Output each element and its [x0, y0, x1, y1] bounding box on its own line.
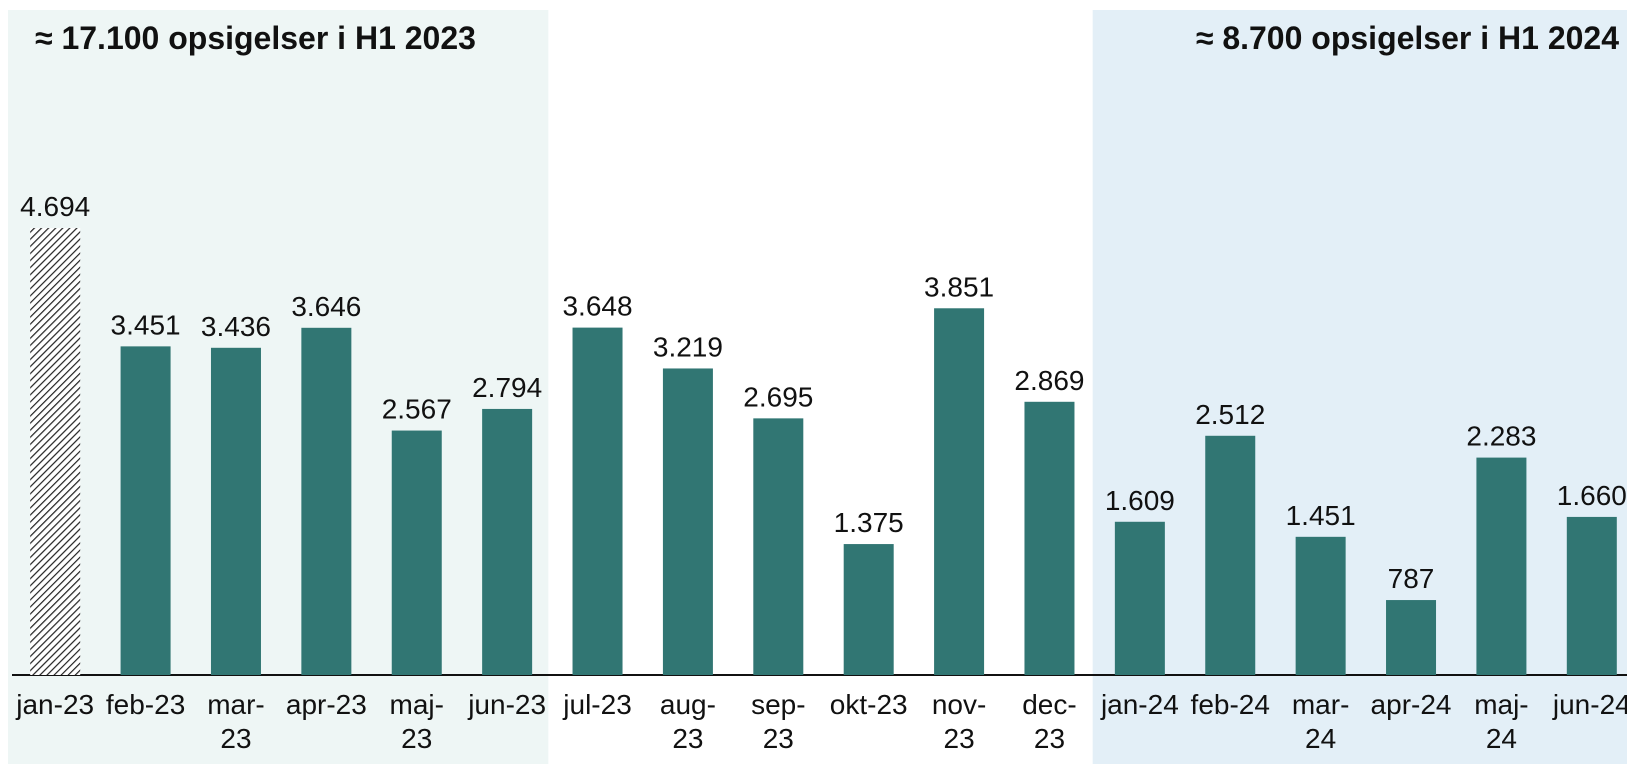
value-label: 2.794 [472, 372, 542, 403]
bar [1024, 401, 1075, 675]
bar [1386, 600, 1437, 675]
bar [753, 418, 804, 675]
value-label: 3.219 [653, 331, 723, 362]
x-tick-label: feb-24 [1191, 689, 1270, 720]
x-tick-label: jan-24 [1100, 689, 1179, 720]
value-label: 3.451 [111, 309, 181, 340]
value-label: 3.646 [291, 291, 361, 322]
x-tick-label: jun-23 [467, 689, 546, 720]
bar [120, 346, 171, 675]
bar [934, 308, 985, 675]
x-tick-label: apr-23 [286, 689, 367, 720]
value-label: 1.660 [1557, 480, 1627, 511]
value-label: 2.869 [1014, 365, 1084, 396]
x-tick-label: jun-24 [1552, 689, 1627, 720]
value-label: 1.609 [1105, 485, 1175, 516]
highlight-region [8, 10, 549, 764]
value-label: 1.375 [834, 507, 904, 538]
annotation: ≈ 17.100 opsigelser i H1 2023 [35, 20, 476, 56]
bar [210, 347, 261, 675]
bar [391, 430, 442, 675]
value-label: 4.694 [20, 191, 90, 222]
x-tick-label: aug-23 [660, 689, 716, 754]
bar [301, 327, 352, 675]
value-label: 3.436 [201, 311, 271, 342]
value-label: 3.851 [924, 271, 994, 302]
value-label: 1.451 [1286, 500, 1356, 531]
value-label: 3.648 [562, 291, 632, 322]
x-tick-label: apr-24 [1371, 689, 1452, 720]
bar [1114, 521, 1165, 675]
annotation: ≈ 8.700 opsigelser i H1 2024 [1196, 20, 1619, 56]
x-tick-label: maj-23 [390, 689, 444, 754]
x-tick-label: nov-23 [932, 689, 986, 754]
bar [662, 368, 713, 675]
x-tick-label: jul-23 [562, 689, 631, 720]
x-tick-label: maj-24 [1474, 689, 1528, 754]
x-tick-label: mar-23 [207, 689, 265, 754]
bar [843, 544, 894, 675]
x-tick-label: sep-23 [751, 689, 805, 754]
bar [1205, 435, 1256, 675]
value-label: 2.512 [1195, 399, 1265, 430]
x-tick-label: jan-23 [15, 689, 94, 720]
bar [1566, 516, 1617, 675]
x-tick-label: okt-23 [830, 689, 908, 720]
x-tick-label: mar-24 [1292, 689, 1350, 754]
bar [1476, 457, 1527, 675]
bar [1295, 536, 1346, 675]
value-label: 2.567 [382, 394, 452, 425]
highlight-region [1092, 10, 1627, 764]
bar [572, 327, 623, 675]
bar [30, 228, 81, 675]
bar [482, 408, 533, 675]
value-label: 2.695 [743, 381, 813, 412]
value-label: 787 [1388, 563, 1435, 594]
x-tick-label: feb-23 [106, 689, 185, 720]
x-tick-label: dec-23 [1022, 689, 1076, 754]
value-label: 2.283 [1466, 421, 1536, 452]
